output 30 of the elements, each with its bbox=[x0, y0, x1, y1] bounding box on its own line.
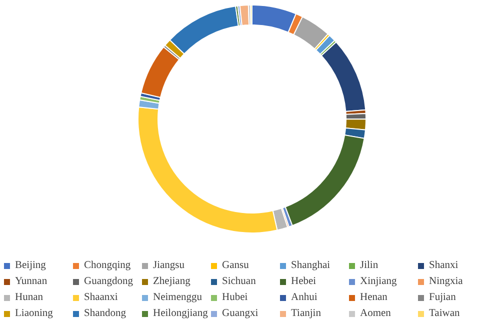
legend-label: Taiwan bbox=[429, 308, 460, 319]
donut-slice bbox=[140, 46, 180, 98]
legend-label: Fujian bbox=[429, 292, 456, 303]
legend-label: Guangxi bbox=[222, 308, 258, 319]
legend-label: Shandong bbox=[84, 308, 126, 319]
legend-label: Sichuan bbox=[222, 276, 256, 287]
legend-label: Hunan bbox=[15, 292, 43, 303]
legend-label: Zhejiang bbox=[153, 276, 190, 287]
legend-label: Beijing bbox=[15, 260, 46, 271]
legend-label: Chongqing bbox=[84, 260, 131, 271]
legend-label: Ningxia bbox=[429, 276, 463, 287]
legend-label: Hebei bbox=[291, 276, 316, 287]
legend-label: Anhui bbox=[291, 292, 318, 303]
legend-label: Guangdong bbox=[84, 276, 133, 287]
legend-label: Jiangsu bbox=[153, 260, 184, 271]
legend-label: Heilongjiang bbox=[153, 308, 208, 319]
legend-label: Aomen bbox=[360, 308, 391, 319]
legend-label: Neimenggu bbox=[153, 292, 202, 303]
legend-label: Xinjiang bbox=[360, 276, 397, 287]
legend-label: Jilin bbox=[360, 260, 378, 271]
legend-label: Gansu bbox=[222, 260, 249, 271]
legend-label: Tianjin bbox=[291, 308, 321, 319]
legend-label: Shanxi bbox=[429, 260, 458, 271]
legend-label: Hubei bbox=[222, 292, 248, 303]
legend-label: Liaoning bbox=[15, 308, 53, 319]
legend-label: Henan bbox=[360, 292, 388, 303]
legend-label: Yunnan bbox=[15, 276, 48, 287]
donut-slice bbox=[320, 42, 366, 112]
legend-label: Shanghai bbox=[291, 260, 330, 271]
legend-label: Shaanxi bbox=[84, 292, 118, 303]
